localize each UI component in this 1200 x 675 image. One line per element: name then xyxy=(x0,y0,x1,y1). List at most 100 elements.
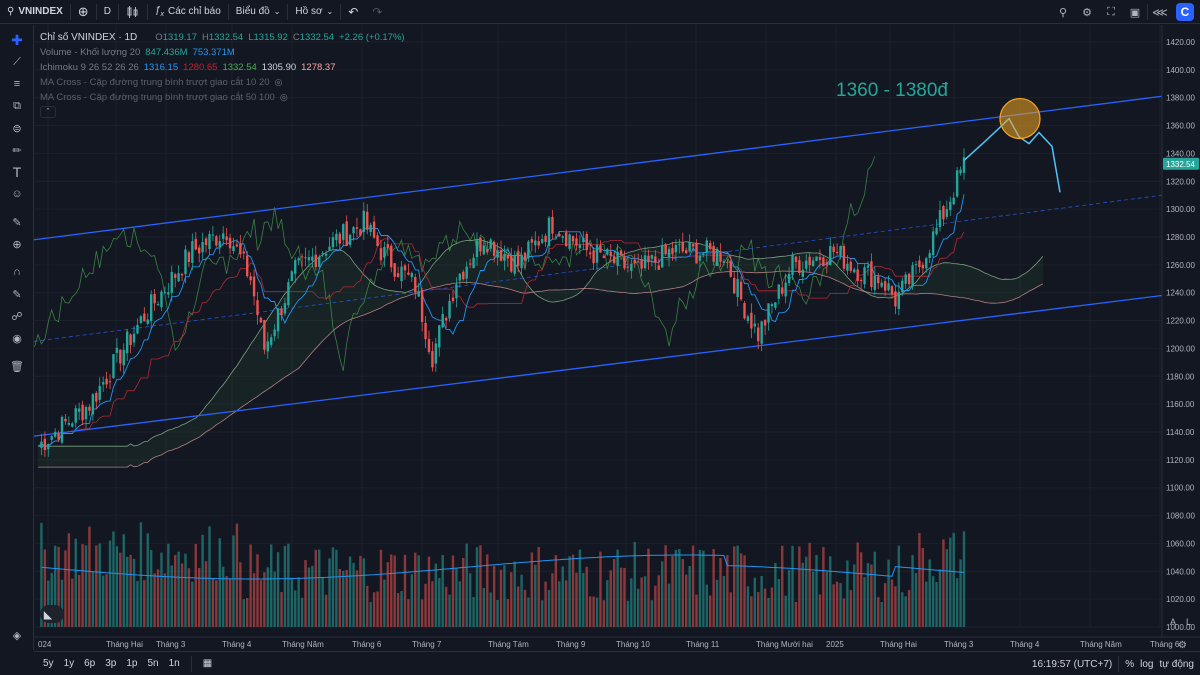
collapse-legend-button[interactable]: ˆ xyxy=(40,106,56,118)
profile-button[interactable]: Hồ sơ ⌄ xyxy=(288,0,340,24)
volume-bar xyxy=(520,574,523,627)
percent-toggle[interactable]: % xyxy=(1125,658,1135,670)
undo-button[interactable]: ↶ xyxy=(341,0,365,24)
zoom-tool[interactable]: ⊕ xyxy=(0,233,34,255)
volume-bar xyxy=(931,576,935,627)
volume-bar xyxy=(307,567,311,627)
candle-body xyxy=(321,253,324,255)
volume-bar xyxy=(733,546,736,627)
ruler-tool[interactable]: ✎ xyxy=(0,211,34,233)
redo-button[interactable]: ↷ xyxy=(365,0,389,24)
high-value: 1332.54 xyxy=(208,32,244,43)
candle-body xyxy=(383,247,386,258)
settings-gear-icon[interactable]: ⚙ xyxy=(1178,640,1187,650)
date-range-button[interactable]: ▦ xyxy=(198,658,217,669)
volume-bar xyxy=(259,580,263,627)
volume-bar xyxy=(715,579,719,627)
snapshot-button[interactable]: ▣ xyxy=(1123,0,1147,24)
lock-drawing-tool[interactable]: ✎ xyxy=(0,283,34,305)
delete-tool[interactable]: 🗑 xyxy=(0,355,34,377)
candle-body xyxy=(468,263,472,265)
target-annotation[interactable]: 1360 - 1380đ xyxy=(836,80,948,101)
range-5d[interactable]: 5n xyxy=(147,658,159,669)
volume-bar xyxy=(372,592,376,627)
lock-tool[interactable]: ☍ xyxy=(0,305,34,327)
hide-tool[interactable]: ◉ xyxy=(0,327,34,349)
range-3m[interactable]: 3p xyxy=(105,658,117,669)
candles-group xyxy=(40,148,966,457)
volume-bar xyxy=(757,592,760,627)
range-1d[interactable]: 1n xyxy=(168,658,180,669)
volume-bar xyxy=(204,561,208,627)
pattern-tool[interactable]: ⧉ xyxy=(0,95,34,117)
volume-bar xyxy=(822,547,825,627)
text-tool[interactable]: T xyxy=(0,161,34,183)
chart-layout-button[interactable]: Biểu đồ ⌄ xyxy=(229,0,288,24)
volume-bar xyxy=(482,587,486,627)
fullscreen-button[interactable]: ⛶ xyxy=(1099,0,1123,24)
candle-body xyxy=(101,382,105,385)
candle-body xyxy=(839,246,842,256)
volume-bar xyxy=(414,552,417,627)
range-1y[interactable]: 1y xyxy=(63,658,75,669)
quick-search-button[interactable]: ⚲ xyxy=(1051,0,1075,24)
trendline-tool[interactable]: ⟋ xyxy=(0,51,34,73)
candle-body xyxy=(221,233,225,239)
candle-type-button[interactable] xyxy=(119,0,147,24)
auto-scale-button[interactable]: A xyxy=(1170,617,1176,627)
log-scale-button[interactable]: L xyxy=(1186,617,1191,627)
volume-bar xyxy=(239,562,242,627)
volume-bar xyxy=(763,588,767,627)
range-1m[interactable]: 1p xyxy=(126,658,138,669)
chart-pane[interactable]: 1420.00 1400.00 1380.00 1360.00 1340.00 1320.… xyxy=(34,25,1200,650)
candle-body xyxy=(74,408,77,423)
volume-bar xyxy=(283,545,287,627)
legend-ma2-row[interactable]: MA Cross - Cặp đường trung bình trượt gi… xyxy=(40,90,405,105)
volume-bar xyxy=(472,597,475,627)
volume-bar xyxy=(702,550,705,627)
candle-body xyxy=(678,244,681,246)
fib-tool[interactable]: ≡ xyxy=(0,73,34,95)
candle-body xyxy=(160,291,163,308)
legend-ichimoku-row[interactable]: Ichimoku 9 26 52 26 26 1316.15 1280.65 1… xyxy=(40,60,405,75)
forecast-tool[interactable]: ⊜ xyxy=(0,117,34,139)
volume-bar xyxy=(928,559,931,627)
layers-tool[interactable]: ◈ xyxy=(0,624,34,646)
share-button[interactable]: ⋘ xyxy=(1148,0,1172,24)
settings-button[interactable]: ⚙ xyxy=(1075,0,1099,24)
price-tick-label: 1240.00 xyxy=(1166,289,1195,298)
volume-bar xyxy=(167,543,170,627)
symbol-search[interactable]: ⚲ VNINDEX xyxy=(0,0,70,24)
indicators-button[interactable]: ƒx Các chỉ báo xyxy=(148,0,228,24)
volume-bar xyxy=(681,559,684,627)
candle-body xyxy=(455,284,458,299)
candle-body xyxy=(774,302,777,308)
candle-body xyxy=(647,255,650,263)
magnet-tool[interactable]: ∩ xyxy=(0,261,34,283)
price-chart[interactable]: 1420.00 1400.00 1380.00 1360.00 1340.00 1320.… xyxy=(34,25,1200,650)
range-6m[interactable]: 6p xyxy=(84,658,96,669)
volume-bar xyxy=(829,556,832,627)
legend-volume-row[interactable]: Volume - Khối lượng 20 847.436M 753.371M xyxy=(40,45,405,60)
eye-hidden-icon[interactable]: ◎ xyxy=(274,77,283,87)
range-5y[interactable]: 5y xyxy=(43,658,54,669)
clock-label[interactable]: 16:19:57 (UTC+7) xyxy=(1031,658,1113,670)
candle-body xyxy=(650,255,654,259)
eye-hidden-icon[interactable]: ◎ xyxy=(279,92,288,102)
candle-body xyxy=(835,251,839,253)
volume-bar xyxy=(818,594,822,627)
crosshair-tool[interactable]: ✚ xyxy=(0,29,34,51)
icon-tool[interactable]: ☺ xyxy=(0,183,34,205)
candle-body xyxy=(602,255,606,258)
volume-bar xyxy=(297,577,300,627)
brush-tool[interactable]: ✏ xyxy=(0,139,34,161)
volume-bar xyxy=(81,544,84,627)
compare-button[interactable]: ⊕ xyxy=(71,0,96,24)
log-toggle[interactable]: log xyxy=(1140,658,1154,670)
candle-body xyxy=(64,418,67,422)
candle-body xyxy=(928,253,931,258)
legend-ma1-row[interactable]: MA Cross - Cặp đường trung bình trượt gi… xyxy=(40,75,405,90)
auto-toggle[interactable]: tự động xyxy=(1159,658,1195,670)
interval-button[interactable]: D xyxy=(97,0,118,24)
volume-bar xyxy=(606,580,609,627)
